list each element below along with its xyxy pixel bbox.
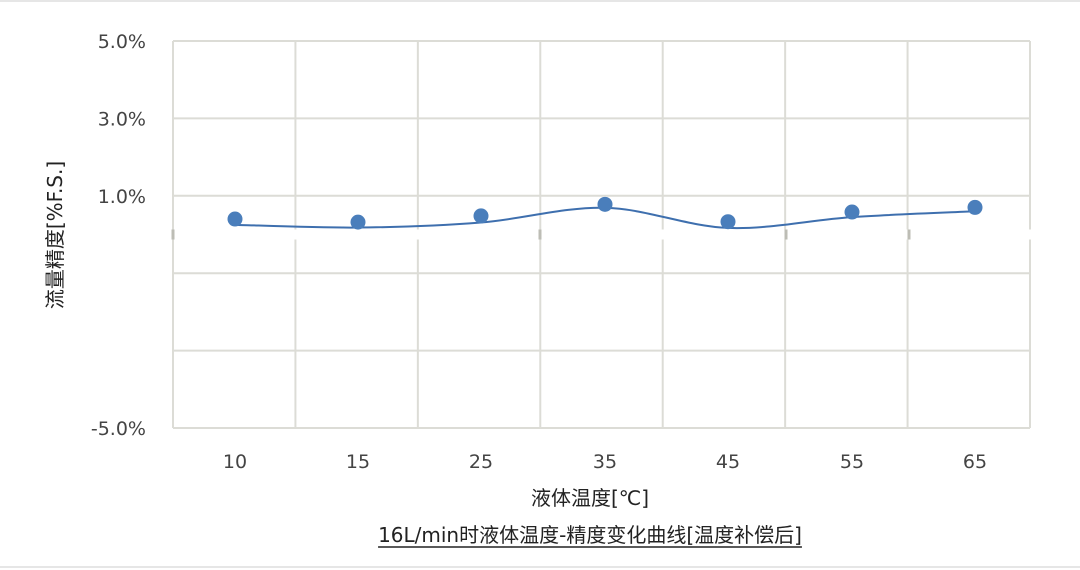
x-tick-label: 25 bbox=[469, 451, 493, 473]
data-points bbox=[227, 196, 983, 230]
grid bbox=[170, 40, 1033, 429]
x-tick-label: 15 bbox=[346, 451, 370, 473]
data-point bbox=[720, 214, 736, 230]
data-point bbox=[597, 196, 613, 212]
y-axis-title: 流量精度[%F.S.] bbox=[43, 161, 67, 309]
data-point bbox=[350, 214, 366, 230]
x-tick-label: 45 bbox=[716, 451, 740, 473]
data-point bbox=[227, 211, 243, 227]
x-axis-ticks: 10 15 25 35 45 55 65 bbox=[223, 451, 987, 473]
x-tick-label: 10 bbox=[223, 451, 247, 473]
zero-axis-band bbox=[170, 229, 1033, 240]
y-tick-label: 1.0% bbox=[98, 186, 146, 208]
y-tick-label: 3.0% bbox=[98, 108, 146, 130]
data-point bbox=[967, 199, 983, 215]
x-tick-label: 55 bbox=[840, 451, 864, 473]
data-point bbox=[844, 204, 860, 220]
chart-title: 16L/min时液体温度-精度变化曲线[温度补偿后] bbox=[378, 523, 802, 547]
y-axis-ticks: 5.0% 3.0% 1.0% -5.0% bbox=[91, 31, 146, 440]
x-axis-title: 液体温度[℃] bbox=[531, 486, 649, 510]
y-tick-label: -5.0% bbox=[91, 418, 146, 440]
y-tick-label: 5.0% bbox=[98, 31, 146, 53]
data-point bbox=[473, 208, 489, 224]
x-tick-label: 65 bbox=[963, 451, 987, 473]
x-tick-label: 35 bbox=[593, 451, 617, 473]
bottom-border bbox=[0, 566, 1080, 568]
top-border bbox=[0, 0, 1080, 2]
